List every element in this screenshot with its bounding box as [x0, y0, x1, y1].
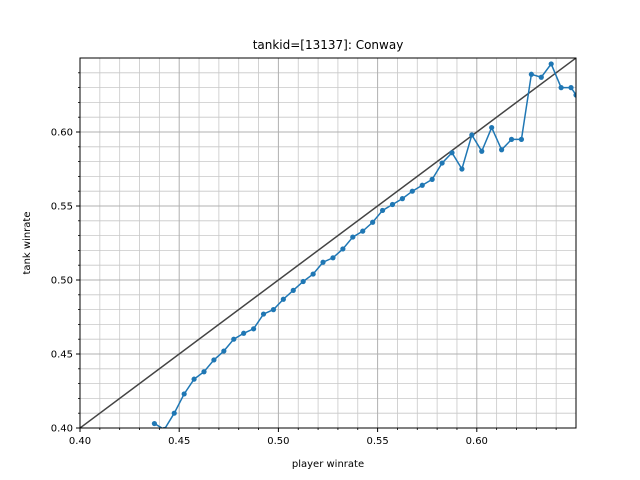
data-point	[489, 124, 495, 131]
data-point	[429, 176, 435, 182]
data-point	[568, 85, 574, 91]
data-point	[528, 71, 534, 77]
data-point	[310, 271, 316, 277]
data-point	[350, 234, 356, 240]
data-point	[518, 136, 525, 142]
data-point	[221, 348, 227, 354]
plot-area: 0.40 0.45 0.50 0.55 0.60 0.40 0.45 0.50 0.55 0.6…	[51, 57, 577, 447]
axes-frame	[79, 57, 577, 429]
data-point	[573, 92, 576, 98]
data-point	[270, 307, 277, 313]
data-point	[201, 369, 207, 375]
chart-title: tankid=[13137]: Conway	[253, 38, 404, 52]
data-point	[280, 296, 286, 302]
x-tick-label: 0.45	[168, 436, 190, 447]
data-point	[399, 196, 405, 202]
data-point	[459, 166, 465, 172]
y-tick-label: 0.55	[51, 202, 73, 213]
x-tick-label: 0.50	[267, 436, 289, 447]
data-point	[241, 330, 247, 336]
data-point	[548, 61, 554, 67]
data-point	[360, 228, 366, 234]
data-point	[211, 357, 217, 363]
data-point	[419, 182, 425, 188]
data-point	[439, 160, 445, 166]
data-point	[479, 148, 485, 154]
data-point	[191, 376, 197, 382]
data-point	[320, 259, 326, 265]
data-point	[508, 136, 515, 142]
x-tick-label: 0.60	[466, 436, 488, 447]
x-tick-label: 0.55	[366, 436, 388, 447]
series-layer	[151, 61, 576, 428]
data-point	[469, 132, 475, 138]
data-point	[181, 391, 187, 397]
data-point	[379, 207, 386, 214]
data-point	[389, 201, 396, 208]
x-axis-ticks: 0.40 0.45 0.50 0.55 0.60	[69, 428, 557, 447]
data-point	[171, 410, 177, 416]
data-point	[290, 287, 296, 293]
data-point	[340, 246, 346, 252]
data-point	[151, 420, 157, 427]
y-tick-label: 0.50	[51, 276, 73, 287]
y-axis-ticks: 0.40 0.45 0.50 0.55 0.60	[51, 72, 80, 435]
data-point	[251, 326, 257, 332]
minor-grid	[80, 58, 576, 428]
data-point	[231, 336, 237, 342]
plot-content	[80, 58, 576, 428]
data-point	[538, 74, 544, 80]
y-axis-label: tank winrate	[22, 212, 33, 275]
data-point	[558, 85, 564, 91]
y-tick-label: 0.40	[51, 424, 73, 435]
reference-diagonal-line	[80, 58, 576, 428]
y-tick-label: 0.45	[51, 350, 73, 361]
x-tick-label: 0.40	[69, 436, 91, 447]
y-tick-label: 0.60	[51, 128, 73, 139]
data-point	[409, 188, 415, 194]
data-point	[300, 278, 306, 285]
data-point	[370, 219, 376, 225]
data-point	[449, 150, 455, 156]
data-point	[499, 147, 505, 153]
data-point	[260, 311, 267, 317]
data-point	[330, 255, 336, 261]
x-axis-label: player winrate	[292, 459, 364, 470]
